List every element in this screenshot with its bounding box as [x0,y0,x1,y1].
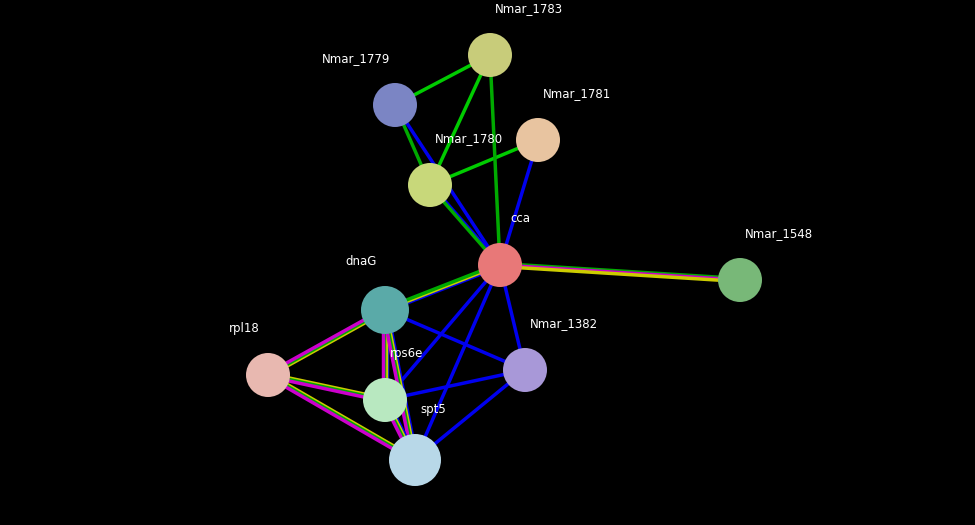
Circle shape [468,33,512,77]
Circle shape [718,258,762,302]
Circle shape [516,118,560,162]
Text: dnaG: dnaG [345,255,377,268]
Circle shape [363,378,407,422]
Text: rpl18: rpl18 [229,322,260,335]
Circle shape [373,83,417,127]
Text: cca: cca [510,212,530,225]
Text: Nmar_1780: Nmar_1780 [435,132,503,145]
Circle shape [478,243,522,287]
Text: Nmar_1548: Nmar_1548 [745,227,813,240]
Text: Nmar_1783: Nmar_1783 [495,2,564,15]
Circle shape [246,353,290,397]
Text: Nmar_1382: Nmar_1382 [530,317,598,330]
Circle shape [389,434,441,486]
Circle shape [503,348,547,392]
Text: Nmar_1781: Nmar_1781 [543,87,611,100]
Text: rps6e: rps6e [390,347,423,360]
Text: Nmar_1779: Nmar_1779 [322,52,390,65]
Circle shape [361,286,409,334]
Circle shape [408,163,452,207]
Text: spt5: spt5 [420,403,446,416]
